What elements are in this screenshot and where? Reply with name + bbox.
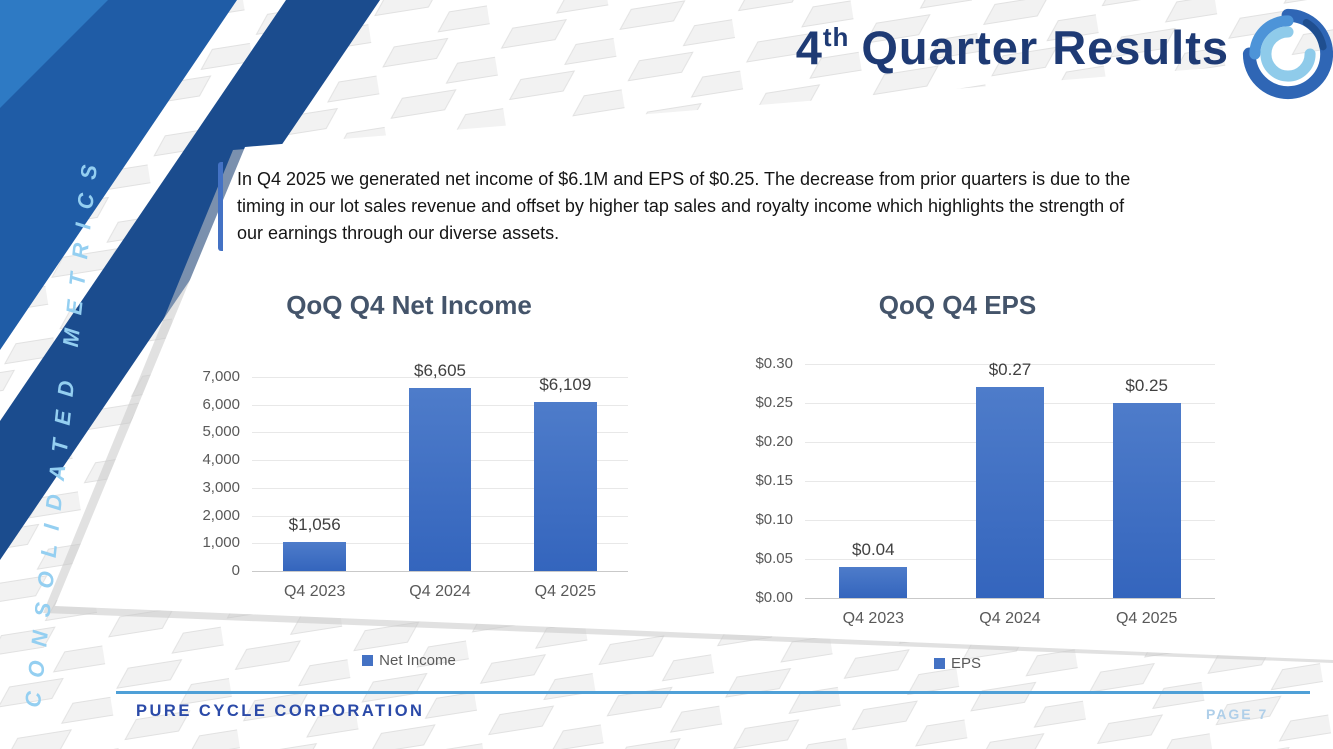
footer-divider-line bbox=[116, 691, 1310, 694]
title-text: Quarter Results bbox=[861, 21, 1229, 74]
title-number: 4 bbox=[795, 21, 823, 74]
x-category-label: Q4 2025 bbox=[1115, 610, 1178, 627]
bar bbox=[839, 566, 908, 598]
x-category-label: Q4 2024 bbox=[409, 583, 471, 600]
net-income-chart: QoQ Q4 Net Income 7,000 6,000 5,000 4,000 3,0… bbox=[190, 288, 652, 688]
x-category-label: Q4 2025 bbox=[534, 583, 597, 600]
x-category-label: Q4 2023 bbox=[842, 610, 905, 627]
y-tick-label: $0.00 bbox=[755, 589, 793, 606]
bar bbox=[534, 401, 597, 571]
bar-value-label: $6,109 bbox=[539, 374, 592, 394]
chart-title: QoQ Q4 Net Income bbox=[286, 290, 532, 320]
eps-chart: QoQ Q4 EPS $0.30 $0.25 $0.20 $0.15 $0.10 $0.05… bbox=[700, 288, 1280, 688]
legend-swatch bbox=[362, 655, 374, 666]
legend-label: EPS bbox=[950, 655, 981, 672]
swirl-logo-icon bbox=[1242, 8, 1333, 100]
chart-legend: EPS bbox=[700, 655, 1215, 672]
page-title: 4th Quarter Results bbox=[796, 20, 1229, 75]
y-tick-label: 5,000 bbox=[202, 423, 240, 441]
y-tick-label: 4,000 bbox=[202, 451, 240, 469]
y-tick-label: $0.15 bbox=[755, 472, 793, 489]
y-tick-label: $0.10 bbox=[755, 511, 793, 528]
chart-title: QoQ Q4 EPS bbox=[878, 290, 1037, 320]
y-tick-label: $0.25 bbox=[755, 394, 793, 411]
bar bbox=[1112, 403, 1181, 598]
bar-value-label: $1,056 bbox=[288, 514, 341, 534]
y-tick-label: 2,000 bbox=[202, 506, 240, 524]
bar-value-label: $6,605 bbox=[414, 360, 466, 380]
page-number-label: PAGE 7 bbox=[1206, 706, 1269, 722]
x-category-label: Q4 2024 bbox=[979, 610, 1041, 627]
title-ordinal-suffix: th bbox=[822, 22, 850, 52]
y-tick-label: 6,000 bbox=[202, 395, 240, 413]
bar bbox=[283, 541, 346, 571]
y-tick-label: 0 bbox=[231, 562, 240, 579]
y-tick-label: $0.30 bbox=[755, 355, 793, 372]
bar-value-label: $0.04 bbox=[852, 539, 895, 559]
bar bbox=[975, 387, 1045, 598]
ribbon-medium bbox=[0, 0, 237, 350]
footer-company-name: PURE CYCLE CORPORATION bbox=[136, 702, 425, 720]
gridline bbox=[805, 364, 1215, 365]
y-tick-label: 1,000 bbox=[202, 534, 240, 552]
gridline bbox=[805, 598, 1215, 599]
summary-text: In Q4 2025 we generated net income of $6… bbox=[218, 162, 1142, 251]
y-tick-label: 7,000 bbox=[202, 368, 240, 385]
legend-swatch bbox=[933, 658, 945, 669]
x-category-label: Q4 2023 bbox=[283, 583, 346, 600]
bar bbox=[408, 387, 472, 571]
y-tick-label: $0.20 bbox=[755, 433, 793, 450]
y-tick-label: 3,000 bbox=[202, 478, 240, 496]
y-tick-label: $0.05 bbox=[755, 550, 793, 567]
gridline bbox=[252, 571, 628, 572]
legend-label: Net Income bbox=[379, 652, 456, 669]
bar-value-label: $0.25 bbox=[1125, 376, 1168, 395]
ribbon-bright bbox=[0, 0, 108, 108]
chart-legend: Net Income bbox=[190, 652, 628, 669]
gridline bbox=[252, 377, 628, 378]
bar-value-label: $0.27 bbox=[988, 360, 1032, 380]
